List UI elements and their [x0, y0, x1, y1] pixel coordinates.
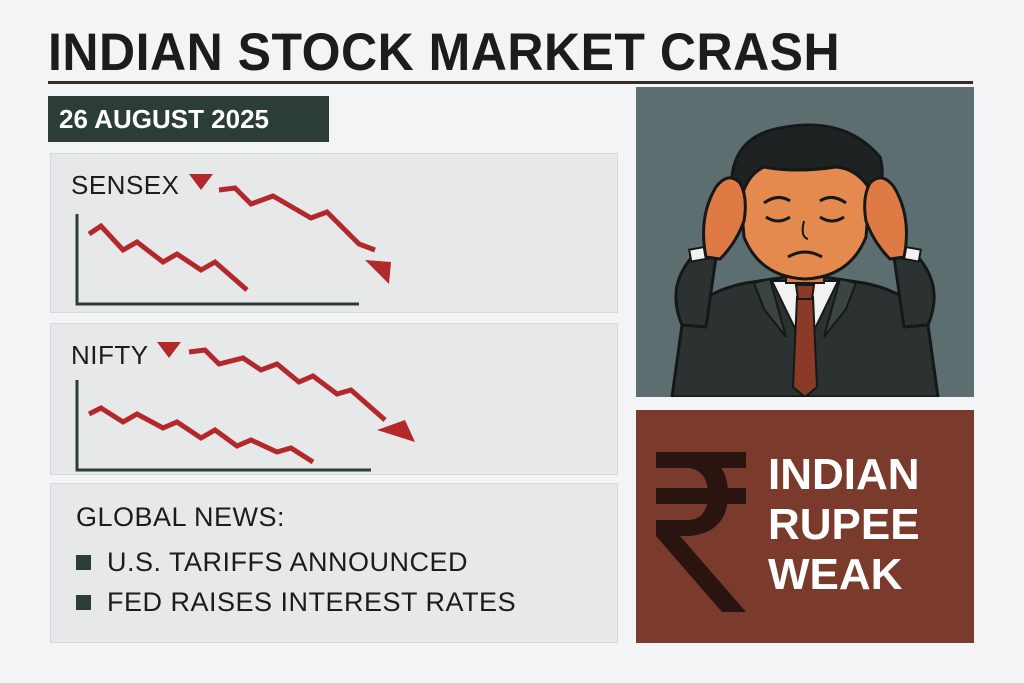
square-bullet-icon — [76, 554, 91, 570]
sensex-axes — [75, 214, 359, 306]
sensex-panel: SENSEX — [50, 153, 618, 313]
rupee-line: INDIAN — [768, 450, 920, 499]
global-news-panel: GLOBAL NEWS: U.S. TARIFFS ANNOUNCED FED … — [50, 483, 618, 643]
stressed-man-icon — [670, 123, 940, 397]
news-item-text: U.S. TARIFFS ANNOUNCED — [107, 546, 469, 577]
rupee-line: RUPEE — [768, 500, 920, 549]
list-item: FED RAISES INTEREST RATES — [76, 582, 516, 622]
sensex-chart — [75, 174, 391, 306]
nifty-trend-arrow-line — [188, 347, 387, 422]
news-item-text: FED RAISES INTEREST RATES — [107, 586, 517, 617]
rupee-line: WEAK — [768, 550, 903, 599]
page-title: INDIAN STOCK MARKET CRASH — [48, 22, 841, 82]
nifty-label: NIFTY — [71, 340, 149, 370]
nifty-chart — [75, 342, 415, 472]
nifty-panel: NIFTY — [50, 323, 618, 475]
down-triangle-icon — [157, 342, 181, 358]
down-triangle-icon — [189, 174, 213, 190]
sensex-trend-arrow-line — [218, 185, 376, 253]
sensex-label: SENSEX — [71, 170, 180, 200]
global-news-heading: GLOBAL NEWS: — [76, 502, 286, 532]
down-arrow-head-icon — [377, 420, 415, 442]
square-bullet-icon — [76, 594, 91, 610]
rupee-weak-panel: INDIAN RUPEE WEAK — [636, 410, 974, 643]
nifty-trend-line — [87, 405, 315, 465]
stressed-investor-illustration — [636, 87, 974, 397]
nifty-axes — [75, 380, 371, 472]
down-arrow-head-icon — [365, 260, 391, 284]
list-item: U.S. TARIFFS ANNOUNCED — [76, 542, 516, 582]
date-badge: 26 AUGUST 2025 — [48, 96, 329, 142]
news-list: U.S. TARIFFS ANNOUNCED FED RAISES INTERE… — [76, 542, 516, 622]
sensex-trend-line — [87, 222, 249, 292]
title-divider — [48, 81, 973, 84]
rupee-weak-text: INDIAN RUPEE WEAK — [768, 450, 920, 600]
rupee-sign-icon — [656, 452, 746, 612]
